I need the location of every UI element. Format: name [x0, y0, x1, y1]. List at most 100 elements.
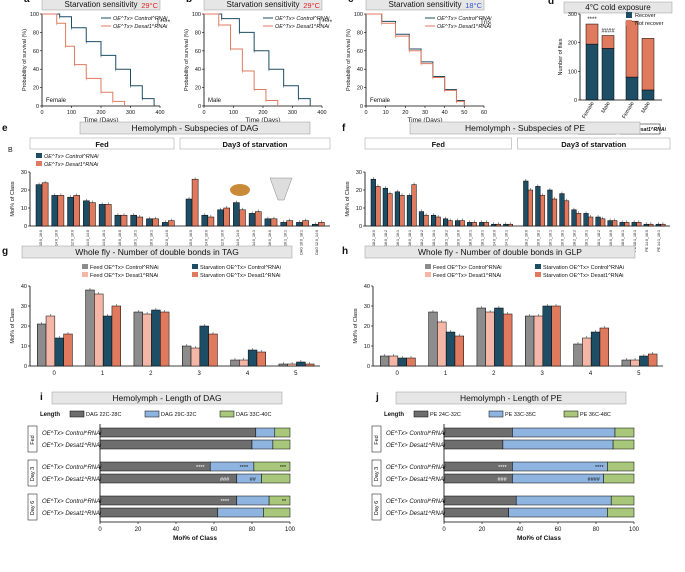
legend-series: PE 33C-35C [505, 412, 536, 418]
legend-swatch [144, 410, 160, 418]
bar [599, 327, 609, 367]
bar [161, 222, 169, 227]
bar [191, 178, 199, 227]
category-label: PE 18:2_16:0 [525, 230, 529, 252]
bar [588, 216, 594, 227]
bar [146, 218, 153, 227]
bar [660, 223, 666, 227]
bar [152, 218, 159, 227]
stacked-bar-segment [512, 427, 616, 438]
y-tick-label: 20 [357, 86, 363, 92]
bar [280, 222, 287, 227]
group-label: Fed [30, 435, 36, 444]
significance: **** [322, 19, 333, 26]
panel-title-bar [395, 391, 627, 405]
group-box [27, 493, 38, 521]
category-label: DAG 15:0_16:0 [189, 230, 193, 255]
y-tick-label: 40 [195, 67, 201, 73]
bar [247, 349, 258, 367]
category-label: PE 16:1_16:1 [549, 230, 553, 252]
category-label: PE 18:2_18:2 [420, 230, 424, 252]
section-fed: Fed [95, 140, 109, 149]
bar [595, 216, 601, 227]
stacked-bar-segment [274, 427, 291, 438]
y-axis-label: Probability of survival (%) [22, 29, 28, 91]
category-label: DAG 16:0_16:0 [268, 230, 272, 255]
bar [495, 223, 501, 227]
stacked-bar-segment [253, 461, 291, 472]
bar [507, 223, 513, 227]
panel-title: Whole fly - Number of double bonds in GL… [418, 247, 582, 257]
category-label: 1 [444, 371, 448, 377]
legend-starv-control: Starvation OE^Tx> Control^RNAi [543, 265, 624, 271]
panel-title: Hemolymph - Length of DAG [112, 393, 221, 403]
bar [142, 313, 152, 367]
group-label: Day 6 [374, 501, 380, 515]
bar [45, 315, 56, 367]
legend-feed-desat: Feed OE^Tx> Desat1^RNAi [90, 273, 158, 279]
y-tick-label: 30 [21, 170, 27, 176]
temperature-label: 18°C [465, 1, 482, 10]
panel-title: Hemolymph - Subspecies of DAG [131, 123, 258, 133]
legend-control: OE^Tx> Control^RNAi [113, 16, 168, 22]
category-label: PE 16:0_16:0 [456, 230, 460, 252]
stacked-bar-segment [236, 495, 270, 506]
legend-swatch [413, 410, 429, 418]
category-label: PE 18:1_16:1 [432, 230, 436, 252]
bar [318, 222, 325, 227]
x-tick-label: 20 [402, 110, 408, 116]
legend-swatch [626, 12, 632, 18]
category-label: PE 16:0_18:2 [384, 230, 388, 252]
x-axis-label: Mol% of Class [517, 535, 561, 542]
bar [217, 209, 224, 227]
stacked-bar-segment [443, 439, 504, 450]
x-tick-label: 60 [555, 527, 562, 533]
category-label: DAG 14:0_16:1 [252, 230, 256, 255]
bar [311, 223, 319, 227]
bar [624, 222, 630, 227]
x-tick-label: 20 [135, 527, 142, 533]
bar [573, 343, 583, 367]
legend-series: DAG 29C-32C [161, 412, 196, 418]
category-label: DAG 16:0_16:0 [118, 230, 122, 255]
row-label: OE^Tx> Desat1^RNAi [386, 511, 446, 517]
category-label: PE 16:0_18:1 [408, 230, 412, 252]
section-box [179, 137, 331, 150]
legend-feed-control: Feed OE^Tx> Control^RNAi [433, 265, 502, 271]
fly-illustration [230, 184, 250, 196]
category-label: DAG 14:0_14:0 [236, 230, 240, 255]
legend-starv-desat: Starvation OE^Tx> Desat1^RNAi [200, 273, 281, 279]
category-label: DAG 15:0_16:0 [39, 230, 43, 255]
bar [239, 209, 246, 227]
category-label: PE 16:1_16:1 [396, 230, 400, 252]
stacked-bar-segment [512, 461, 608, 472]
stacked-bar-segment [263, 507, 291, 518]
bar [551, 305, 561, 367]
y-tick-label: 0 [574, 98, 577, 104]
legend-starv-control: Starvation OE^Tx> Control^RNAi [200, 265, 281, 271]
survival-curve-desat [204, 13, 279, 106]
panel-letter: j [375, 392, 379, 403]
row-label: OE^Tx> Desat1^RNAi [386, 443, 446, 449]
legend-length: Length [384, 412, 404, 418]
category-label: PE 18:1_18:2 [444, 230, 448, 252]
bar [248, 213, 256, 227]
category-label: 0 [395, 371, 399, 377]
y-axis-label: Mol% of Class [10, 308, 16, 343]
stacked-bar-segment [99, 427, 257, 438]
stacked-bar-segment [268, 495, 291, 506]
y-tick-label: 200 [568, 41, 577, 47]
bar [399, 195, 405, 227]
bar [423, 214, 429, 227]
annotation: **** [240, 465, 249, 471]
x-tick-label: 20 [479, 527, 486, 533]
legend-swatch [626, 20, 632, 26]
y-tick-label: 0 [24, 364, 27, 370]
category-label: DAG 14:0_14:0 [86, 230, 90, 255]
legend-control: OE^Tx> Control^RNAi [44, 154, 99, 160]
bar [467, 222, 473, 227]
category-label: DAG 16:0_18:1 [299, 230, 303, 255]
bar [111, 305, 121, 367]
x-tick-label: 40 [442, 110, 448, 116]
bar [230, 359, 240, 367]
